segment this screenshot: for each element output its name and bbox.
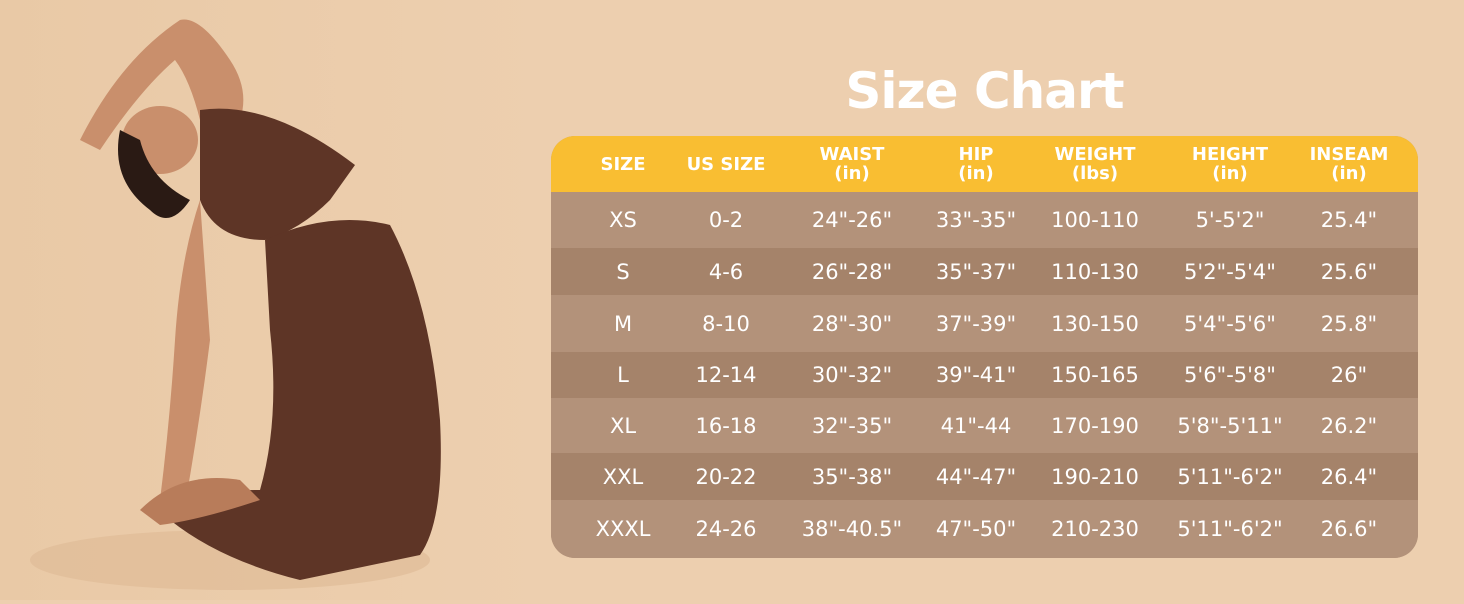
table-row: XXL 20-22 35"-38" 44"-47" 190-210 5'11"-6'2" 2… — [551, 453, 1418, 500]
table-cell: 35"-37" — [935, 259, 1017, 284]
table-cell: 35"-38" — [811, 464, 893, 489]
table-cell: 150-165 — [1051, 363, 1139, 387]
size-chart-table: SIZE US SIZE WAIST (in) HIP (in) WEIGHT (lb… — [551, 136, 1418, 558]
table-cell: 24"-26" — [811, 208, 893, 232]
header-row: SIZE US SIZE WAIST (in) HIP (in) WEIGHT (lb… — [551, 136, 1418, 192]
header-label: HIP — [958, 144, 994, 165]
table-cell: 37"-39" — [935, 311, 1017, 336]
table-cell: 210-230 — [1051, 517, 1139, 541]
table-cell: 25.8" — [1320, 311, 1378, 336]
header-weight: WEIGHT (lbs) — [1055, 136, 1136, 192]
table-cell: 26.6" — [1320, 517, 1378, 541]
table-cell: 5'11"-6'2" — [1177, 464, 1283, 489]
model-photo — [0, 0, 540, 600]
table-cell: 20-22 — [695, 464, 757, 489]
header-label: US SIZE — [686, 153, 766, 175]
table-row: XS 0-2 24"-26" 33"-35" 100-110 5'-5'2" 25.4" — [551, 192, 1418, 248]
table-cell: 26.2" — [1320, 413, 1378, 438]
table-cell: 30"-32" — [811, 363, 893, 387]
yoga-model-illustration — [30, 19, 441, 590]
table-row: XL 16-18 32"-35" 41"-44 170-190 5'8"-5'11" 26.… — [551, 398, 1418, 453]
header-label: HEIGHT — [1191, 144, 1269, 165]
table-cell: 44"-47" — [935, 464, 1017, 489]
table-cell: 110-130 — [1051, 259, 1139, 284]
header-unit: (in) — [1212, 163, 1248, 184]
table-cell: 28"-30" — [811, 311, 893, 336]
table-cell: XL — [609, 413, 637, 438]
table-cell: 170-190 — [1051, 413, 1139, 438]
header-unit: (in) — [958, 163, 994, 184]
table-cell: 26.4" — [1320, 464, 1378, 489]
table-cell: 0-2 — [708, 208, 744, 232]
header-unit: (lbs) — [1071, 163, 1119, 184]
table-row: M 8-10 28"-30" 37"-39" 130-150 5'4"-5'6" 25.8" — [551, 295, 1418, 352]
table-cell: L — [617, 363, 629, 387]
table-cell: 4-6 — [708, 259, 744, 284]
header-hip: HIP (in) — [958, 136, 993, 192]
table-cell: M — [613, 311, 633, 336]
table-cell: 32"-35" — [811, 413, 893, 438]
header-label: SIZE — [600, 153, 646, 175]
table-cell: 26"-28" — [811, 259, 893, 284]
header-unit: (in) — [1331, 163, 1367, 184]
table-row: S 4-6 26"-28" 35"-37" 110-130 5'2"-5'4" 25.6" — [551, 248, 1418, 295]
header-waist: WAIST (in) — [820, 136, 885, 192]
table-cell: S — [616, 259, 630, 284]
table-cell: XS — [609, 208, 637, 232]
table-cell: 25.4" — [1320, 208, 1378, 232]
table-cell: 5'8"-5'11" — [1177, 413, 1283, 438]
table-cell: 41"-44 — [940, 413, 1012, 438]
header-label: WEIGHT — [1054, 144, 1136, 165]
header-height: HEIGHT (in) — [1192, 136, 1268, 192]
header-label: INSEAM — [1309, 144, 1389, 165]
header-label: WAIST — [819, 144, 885, 165]
header-size: SIZE — [600, 136, 645, 192]
table-cell: 130-150 — [1051, 311, 1139, 336]
table-cell: 190-210 — [1051, 464, 1139, 489]
table-cell: 33"-35" — [935, 208, 1017, 232]
table-cell: 24-26 — [695, 517, 757, 541]
table-cell: 5'-5'2" — [1195, 208, 1265, 232]
header-us-size: US SIZE — [687, 136, 766, 192]
table-cell: XXXL — [595, 517, 651, 541]
table-cell: 5'6"-5'8" — [1184, 363, 1276, 387]
table-cell: 26" — [1330, 363, 1368, 387]
table-cell: 38"-40.5" — [801, 517, 903, 541]
table-cell: 5'11"-6'2" — [1177, 517, 1283, 541]
table-row: XXXL 24-26 38"-40.5" 47"-50" 210-230 5'11"-6'… — [551, 500, 1418, 558]
header-unit: (in) — [834, 163, 870, 184]
table-cell: 39"-41" — [935, 363, 1017, 387]
page-title: Size Chart — [845, 62, 1124, 120]
header-inseam: INSEAM (in) — [1310, 136, 1389, 192]
table-row: L 12-14 30"-32" 39"-41" 150-165 5'6"-5'8" 26" — [551, 352, 1418, 398]
table-cell: 8-10 — [702, 311, 750, 336]
table-cell: 16-18 — [695, 413, 757, 438]
table-cell: 12-14 — [695, 363, 757, 387]
table-cell: 47"-50" — [935, 517, 1017, 541]
table-cell: 5'2"-5'4" — [1184, 259, 1276, 284]
table-cell: 100-110 — [1051, 208, 1139, 232]
table-cell: XXL — [602, 464, 644, 489]
table-cell: 5'4"-5'6" — [1184, 311, 1276, 336]
table-cell: 25.6" — [1320, 259, 1378, 284]
